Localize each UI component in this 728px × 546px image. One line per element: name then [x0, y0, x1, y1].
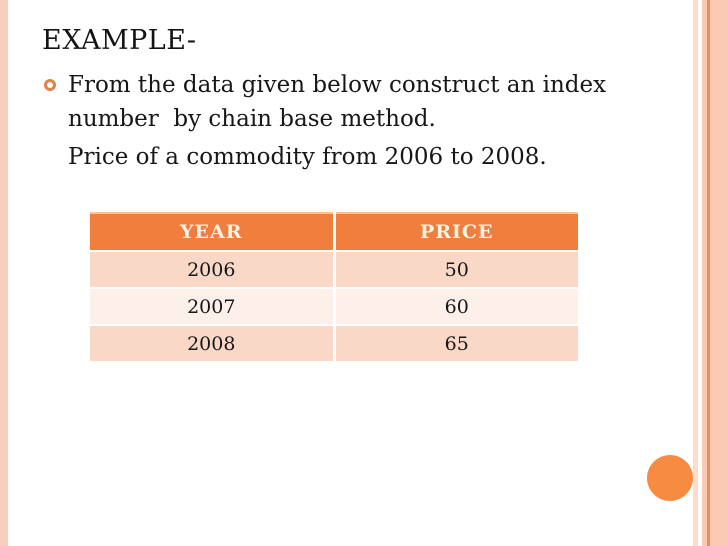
table-row: 2007 60: [90, 289, 578, 324]
table-cell-price: 65: [335, 326, 578, 361]
table-header-row: YEAR PRICE: [90, 212, 578, 250]
right-thin-stripe: [693, 0, 698, 546]
slide-body-text: From the data given below construct an i…: [68, 68, 628, 174]
table-header-price: PRICE: [335, 212, 578, 250]
table-body: 2006 50 2007 60 2008 65: [90, 252, 578, 361]
table-cell-year: 2008: [90, 326, 333, 361]
table-cell-year: 2007: [90, 289, 333, 324]
left-border-stripe: [0, 0, 8, 546]
slide-title: EXAMPLE-: [42, 25, 197, 56]
bullet-text-line-1: From the data given below construct an i…: [68, 72, 607, 98]
table-cell-price: 50: [335, 252, 578, 287]
subtext-line: Price of a commodity from 2006 to 2008.: [68, 144, 547, 170]
bullet-text-line-2: number by chain base method.: [68, 106, 436, 132]
price-table: YEAR PRICE 2006 50 2007 60 2008 65: [90, 212, 578, 363]
table-row: 2006 50: [90, 252, 578, 287]
right-accent-line: [707, 0, 710, 546]
table-cell-year: 2006: [90, 252, 333, 287]
table-header-year: YEAR: [90, 212, 333, 250]
table-cell-price: 60: [335, 289, 578, 324]
slide-number-circle: [647, 455, 693, 501]
table-row: 2008 65: [90, 326, 578, 361]
bullet-ring-icon: [44, 79, 56, 91]
right-border-band: [702, 0, 728, 546]
